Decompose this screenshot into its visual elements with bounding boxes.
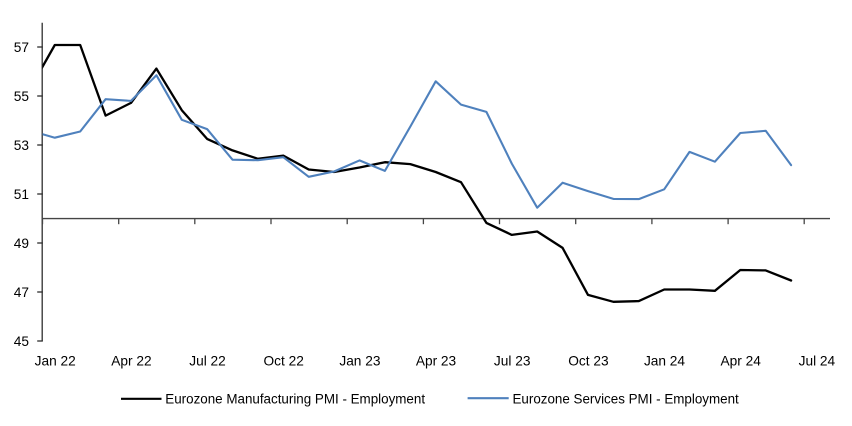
svg-text:49: 49 xyxy=(14,236,29,251)
svg-text:Apr 23: Apr 23 xyxy=(416,354,457,369)
svg-text:45: 45 xyxy=(14,334,30,349)
svg-text:Apr 24: Apr 24 xyxy=(721,354,762,369)
svg-text:55: 55 xyxy=(14,89,30,104)
svg-text:Jul 22: Jul 22 xyxy=(189,354,226,369)
svg-text:Eurozone Manufacturing PMI - E: Eurozone Manufacturing PMI - Employment xyxy=(165,391,425,406)
svg-text:Oct 22: Oct 22 xyxy=(264,354,304,369)
svg-text:57: 57 xyxy=(14,40,29,55)
svg-text:51: 51 xyxy=(14,187,29,202)
svg-text:Eurozone Services PMI - Employ: Eurozone Services PMI - Employment xyxy=(513,391,740,406)
svg-text:Jul 23: Jul 23 xyxy=(494,354,531,369)
svg-text:Jul 24: Jul 24 xyxy=(799,354,836,369)
svg-text:Jan 23: Jan 23 xyxy=(339,354,380,369)
svg-text:Oct 23: Oct 23 xyxy=(568,354,609,369)
svg-text:Jan 24: Jan 24 xyxy=(644,354,685,369)
svg-text:53: 53 xyxy=(14,138,30,153)
svg-text:Apr 22: Apr 22 xyxy=(111,354,151,369)
svg-text:47: 47 xyxy=(14,285,29,300)
svg-text:Jan 22: Jan 22 xyxy=(35,354,76,369)
